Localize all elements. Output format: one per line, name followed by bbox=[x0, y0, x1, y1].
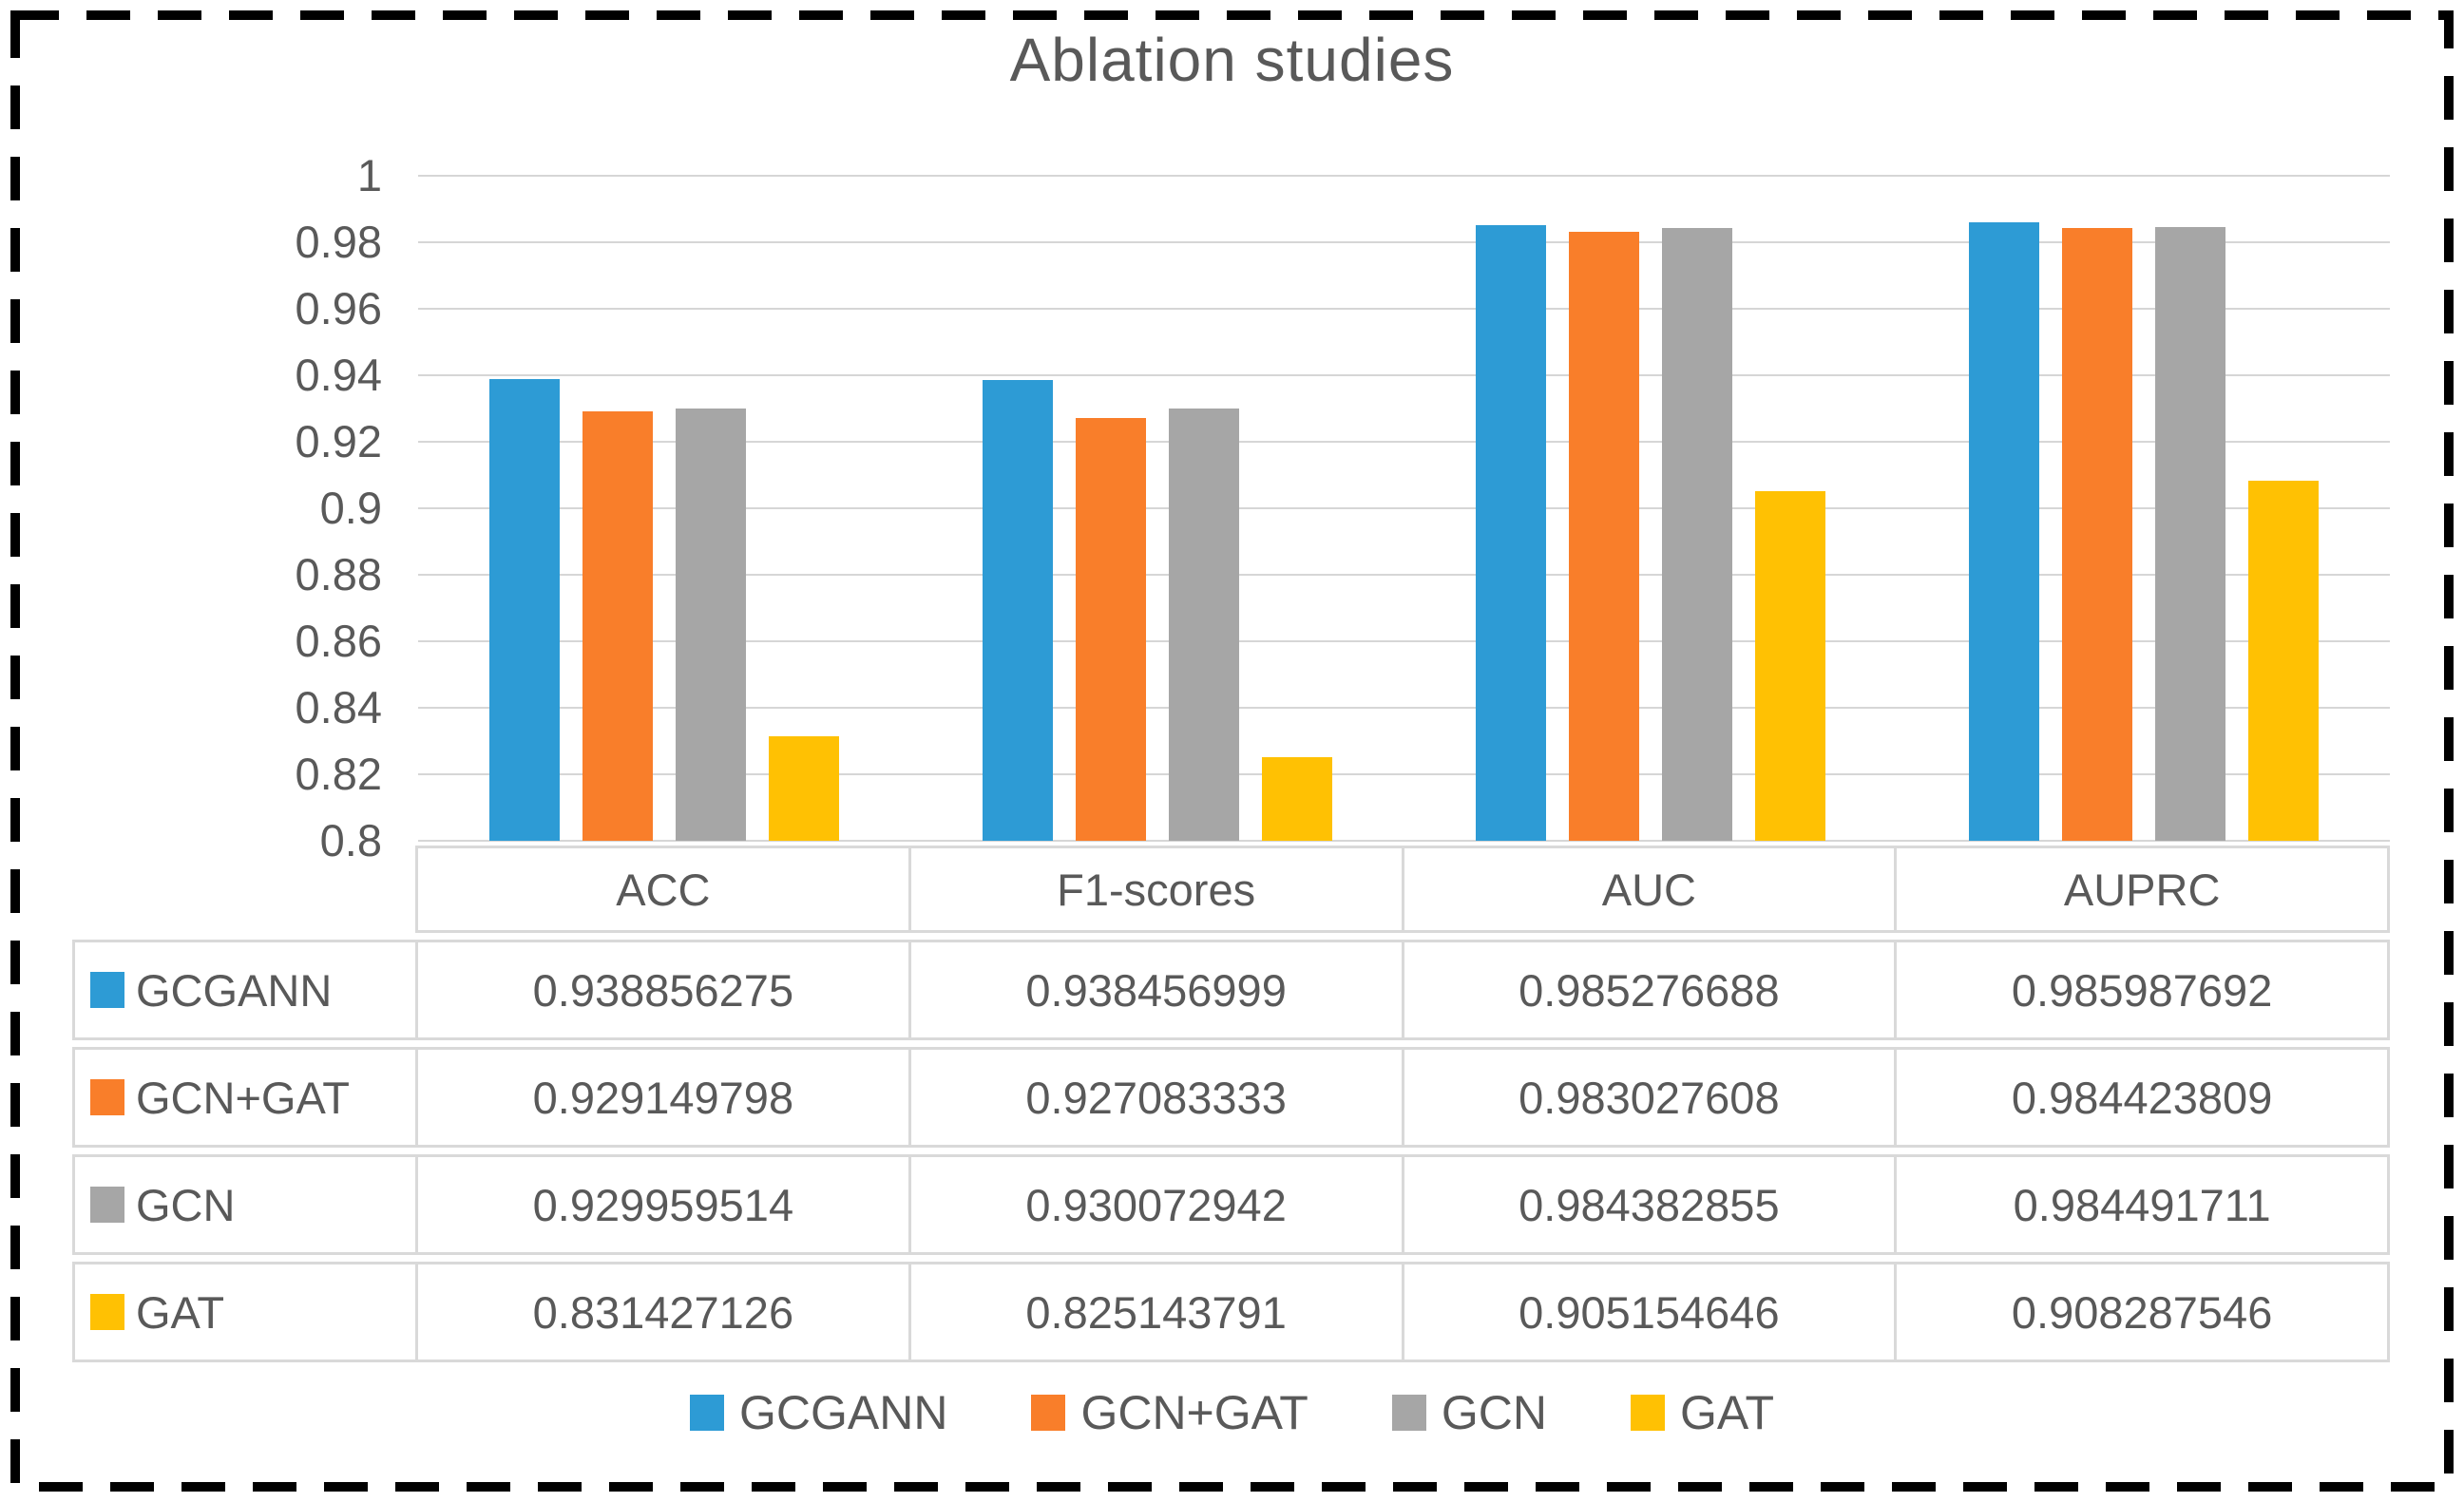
y-tick-label: 0.94 bbox=[295, 350, 382, 400]
y-tick-label: 0.98 bbox=[295, 217, 382, 267]
bar-gcn+gat-acc bbox=[583, 410, 654, 841]
legend-label: GCN bbox=[1441, 1386, 1547, 1439]
bar-group-acc bbox=[418, 176, 911, 841]
bar-gcn+gat-f1-scores bbox=[1076, 418, 1147, 841]
chart-legend: GCGANN GCN+GAT GCN GAT bbox=[0, 1385, 2464, 1440]
legend-item-gat: GAT bbox=[1630, 1385, 1775, 1440]
bar-gcgann-auc bbox=[1475, 224, 1546, 841]
value-cell: 0.984423809 bbox=[1894, 1047, 2390, 1148]
y-tick-label: 0.9 bbox=[319, 483, 382, 533]
series-key-icon bbox=[90, 972, 124, 1008]
row-label: GCN+GAT bbox=[136, 1072, 351, 1123]
value-cell: 0.938856275 bbox=[415, 940, 911, 1040]
table-row-gcn: GCN 0.929959514 0.930072942 0.984382855 0.98… bbox=[72, 1154, 2390, 1255]
value-cell: 0.984382855 bbox=[1401, 1154, 1898, 1255]
plot-area bbox=[418, 175, 2390, 842]
bar-gcn+gat-auc bbox=[1568, 232, 1639, 841]
y-tick-label: 0.96 bbox=[295, 283, 382, 333]
table-row-gcgann: GCGANN 0.938856275 0.938456999 0.985276688 0… bbox=[72, 940, 2390, 1040]
y-tick-label: 0.86 bbox=[295, 616, 382, 666]
column-header-f1-scores: F1-scores bbox=[907, 846, 1404, 933]
table-row-gcn+gat: GCN+GAT 0.929149798 0.927083333 0.983027608… bbox=[72, 1047, 2390, 1148]
legend-swatch-icon bbox=[1391, 1395, 1426, 1431]
legend-label: GCGANN bbox=[738, 1386, 948, 1439]
y-tick-label: 0.92 bbox=[295, 416, 382, 466]
bar-gat-auprc bbox=[2247, 481, 2319, 841]
bar-group-f1-scores bbox=[911, 176, 1404, 841]
gridline bbox=[418, 640, 2390, 642]
y-tick-label: 0.8 bbox=[319, 815, 382, 865]
row-label-cell: GAT bbox=[72, 1262, 418, 1362]
value-cell: 0.930072942 bbox=[907, 1154, 1404, 1255]
value-cell: 0.825143791 bbox=[907, 1262, 1404, 1362]
data-table: ACC F1-scores AUC AUPRC GCGANN 0.938856275 0.… bbox=[72, 846, 2390, 1369]
gridline bbox=[418, 308, 2390, 310]
bar-gat-f1-scores bbox=[1262, 757, 1333, 841]
value-cell: 0.929959514 bbox=[415, 1154, 911, 1255]
gridline bbox=[418, 840, 2390, 842]
value-cell: 0.927083333 bbox=[907, 1047, 1404, 1148]
bar-gcn-f1-scores bbox=[1169, 408, 1240, 841]
legend-swatch-icon bbox=[1031, 1395, 1066, 1431]
bar-gcgann-auprc bbox=[1968, 222, 2039, 841]
gridline bbox=[418, 574, 2390, 576]
series-key-icon bbox=[90, 1294, 124, 1330]
legend-swatch-icon bbox=[689, 1395, 724, 1431]
legend-item-gcn+gat: GCN+GAT bbox=[1031, 1385, 1308, 1440]
legend-label: GAT bbox=[1679, 1386, 1775, 1439]
row-label-cell: GCN bbox=[72, 1154, 418, 1255]
legend-item-gcn: GCN bbox=[1391, 1385, 1547, 1440]
y-tick-label: 0.88 bbox=[295, 549, 382, 599]
value-cell: 0.831427126 bbox=[415, 1262, 911, 1362]
value-cell: 0.929149798 bbox=[415, 1047, 911, 1148]
y-tick-label: 0.82 bbox=[295, 749, 382, 799]
y-tick-label: 0.84 bbox=[295, 682, 382, 732]
bar-group-auprc bbox=[1897, 176, 2390, 841]
row-label: GAT bbox=[136, 1286, 225, 1338]
gridline bbox=[418, 241, 2390, 243]
bar-gcn-auc bbox=[1661, 227, 1732, 841]
value-cell: 0.985276688 bbox=[1401, 940, 1898, 1040]
series-key-icon bbox=[90, 1079, 124, 1115]
chart-title: Ablation studies bbox=[1009, 26, 1455, 94]
column-header-acc: ACC bbox=[415, 846, 911, 933]
series-key-icon bbox=[90, 1187, 124, 1223]
gridline bbox=[418, 441, 2390, 443]
table-row-gat: GAT 0.831427126 0.825143791 0.905154646 0.90… bbox=[72, 1262, 2390, 1362]
bar-gcn-auprc bbox=[2154, 227, 2225, 841]
value-cell: 0.908287546 bbox=[1894, 1262, 2390, 1362]
table-corner-cell bbox=[72, 846, 418, 927]
y-tick-label: 1 bbox=[356, 150, 382, 200]
bar-gcn+gat-auprc bbox=[2061, 227, 2132, 841]
column-header-auprc: AUPRC bbox=[1894, 846, 2390, 933]
row-label-cell: GCN+GAT bbox=[72, 1047, 418, 1148]
gridline bbox=[418, 507, 2390, 509]
gridline bbox=[418, 707, 2390, 709]
bar-gcgann-acc bbox=[489, 379, 561, 841]
bar-group-auc bbox=[1404, 176, 1898, 841]
value-cell: 0.984491711 bbox=[1894, 1154, 2390, 1255]
gridline bbox=[418, 175, 2390, 177]
value-cell: 0.905154646 bbox=[1401, 1262, 1898, 1362]
bar-gat-acc bbox=[769, 736, 840, 841]
table-header-row: ACC F1-scores AUC AUPRC bbox=[72, 846, 2390, 933]
legend-label: GCN+GAT bbox=[1080, 1386, 1308, 1439]
gridline bbox=[418, 374, 2390, 376]
legend-swatch-icon bbox=[1630, 1395, 1665, 1431]
gridline bbox=[418, 773, 2390, 775]
value-cell: 0.983027608 bbox=[1401, 1047, 1898, 1148]
value-cell: 0.938456999 bbox=[907, 940, 1404, 1040]
column-header-auc: AUC bbox=[1401, 846, 1898, 933]
row-label: GCGANN bbox=[136, 964, 333, 1016]
legend-item-gcgann: GCGANN bbox=[689, 1385, 948, 1440]
y-axis: 1 0.98 0.96 0.94 0.92 0.9 0.88 0.86 0.84 0.82 0.8 bbox=[0, 150, 399, 865]
bar-gcgann-f1-scores bbox=[983, 380, 1054, 841]
row-label: GCN bbox=[136, 1179, 236, 1230]
value-cell: 0.985987692 bbox=[1894, 940, 2390, 1040]
bar-gat-auc bbox=[1754, 490, 1825, 841]
row-label-cell: GCGANN bbox=[72, 940, 418, 1040]
bar-gcn-acc bbox=[676, 409, 747, 841]
